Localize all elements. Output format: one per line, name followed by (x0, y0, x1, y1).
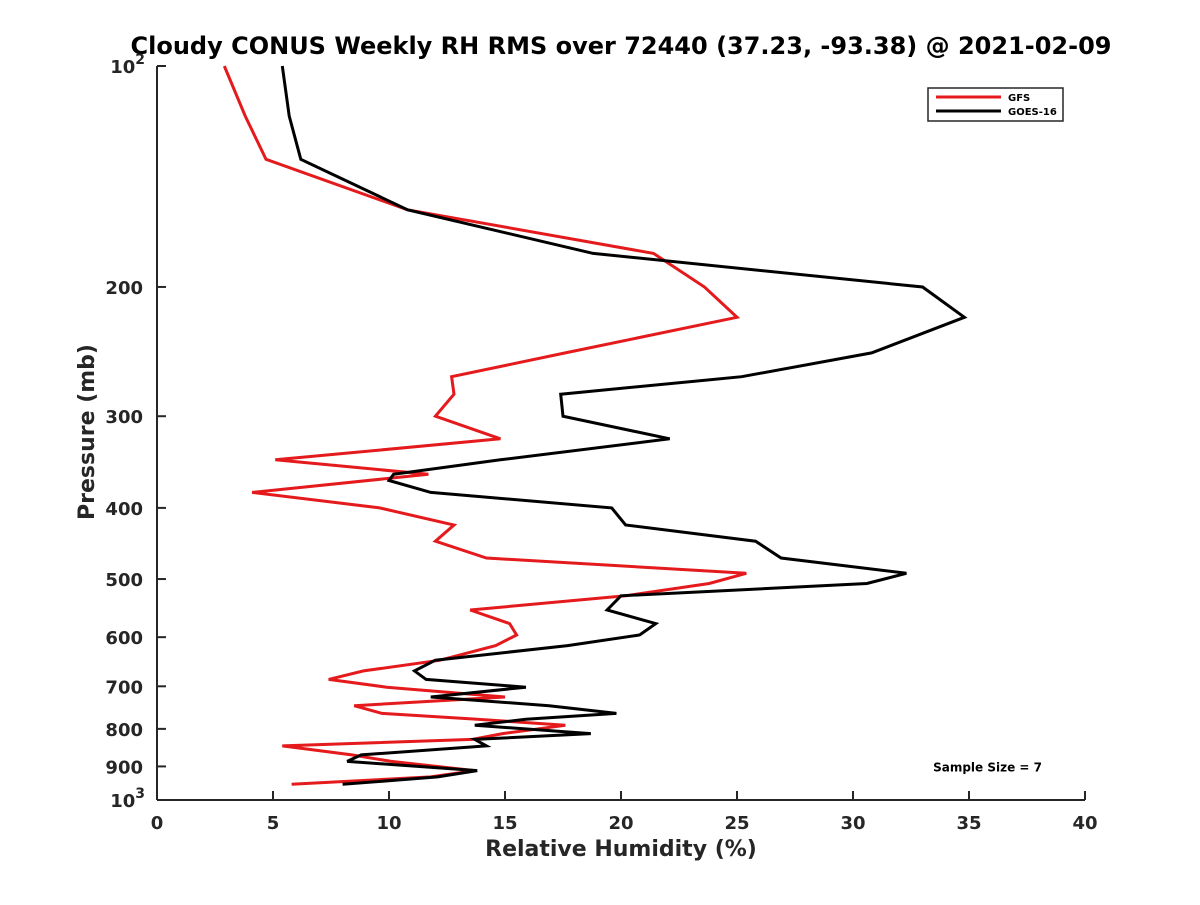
x-tick-label: 40 (1072, 813, 1097, 834)
chart-title: Cloudy CONUS Weekly RH RMS over 72440 (3… (131, 32, 1112, 60)
legend-label: GFS (1008, 93, 1030, 104)
legend-box (927, 87, 1064, 122)
y-tick-label: 500 (105, 570, 143, 591)
x-tick-label: 25 (724, 813, 749, 834)
y-tick-label: 300 (105, 407, 143, 428)
y-tick-label: 800 (105, 720, 143, 741)
x-tick-label: 20 (608, 813, 633, 834)
x-tick-label: 35 (956, 813, 981, 834)
sample-size-annotation: Sample Size = 7 (933, 760, 1042, 774)
x-tick-label: 0 (151, 813, 164, 834)
y-tick-label: 102 (110, 52, 145, 78)
x-tick-label: 30 (840, 813, 865, 834)
legend: GFS GOES-16 (927, 87, 1064, 122)
y-tick-label: 600 (105, 628, 143, 649)
y-tick-label: 400 (105, 499, 143, 520)
y-tick-label: 900 (105, 757, 143, 778)
plot-area: 0 5 10 15 20 25 30 35 40 102 200 300 400 500 600 700 800… (105, 52, 1097, 834)
x-tick-label: 10 (376, 813, 401, 834)
legend-label: GOES-16 (1008, 107, 1057, 118)
series-line-gfs (222, 65, 747, 786)
x-axis-label: Relative Humidity (%) (485, 837, 757, 862)
x-tick-label: 5 (267, 813, 280, 834)
y-tick-label: 200 (105, 278, 143, 299)
y-tick-label: 103 (110, 786, 145, 812)
x-tick-label: 15 (492, 813, 517, 834)
series-line-goes-16 (280, 65, 968, 786)
y-axis-label: Pressure (mb) (75, 344, 100, 520)
y-tick-label: 700 (105, 677, 143, 698)
